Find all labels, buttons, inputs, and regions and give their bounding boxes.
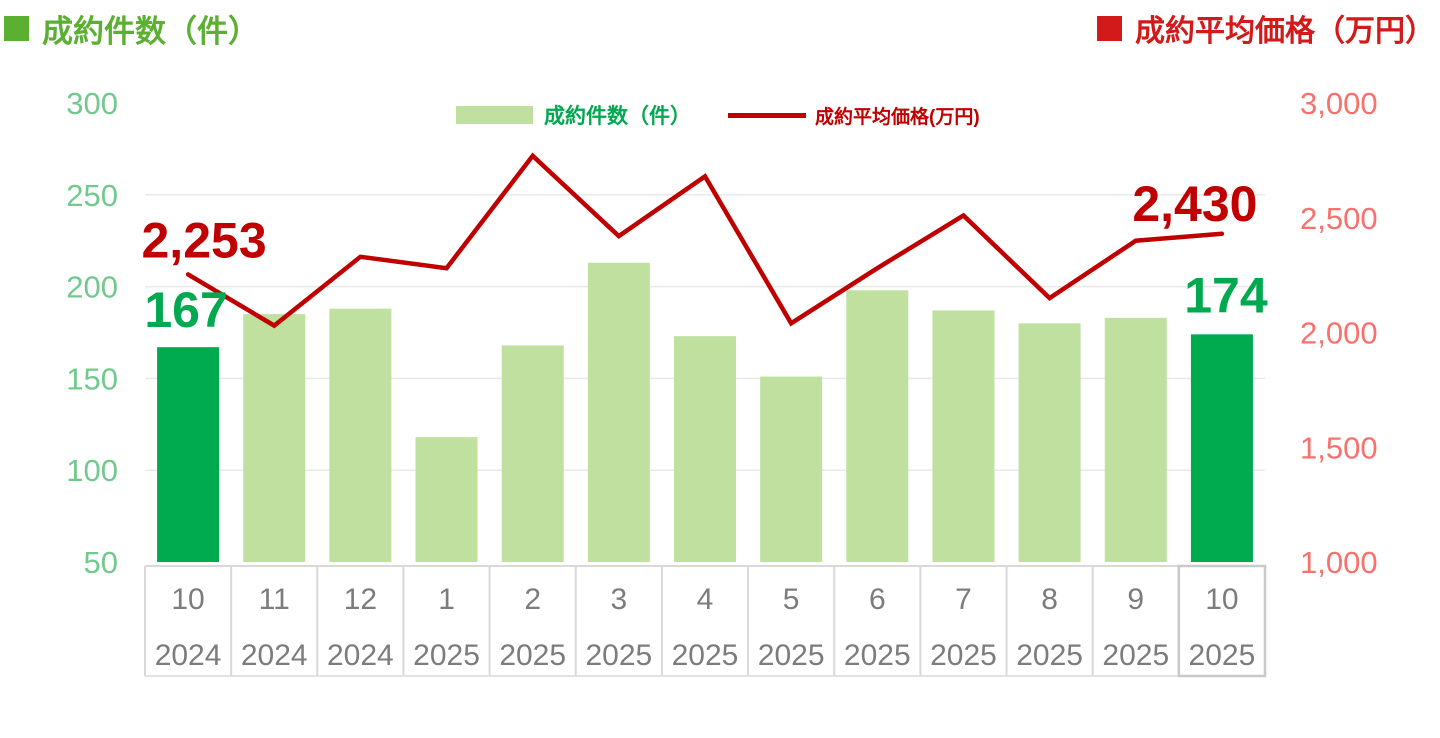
year-cell-label: 2025 <box>844 639 911 672</box>
right-axis-tick-label: 2,000 <box>1300 316 1378 351</box>
bar <box>932 310 995 562</box>
year-cell-label: 2025 <box>585 639 652 672</box>
month-cell-label: 2 <box>524 583 541 616</box>
month-cell-label: 1 <box>438 583 455 616</box>
bar <box>415 437 478 562</box>
bars-axis-title-label: 成約件数（件） <box>42 14 259 49</box>
left-axis-tick-label: 150 <box>66 361 118 396</box>
year-cell-label: 2024 <box>241 639 308 672</box>
legend-bars-label: 成約件数（件） <box>544 105 691 128</box>
bars-title-square-icon <box>4 16 29 41</box>
year-cell-label: 2024 <box>327 639 394 672</box>
right-axis-tick-label: 3,000 <box>1300 86 1378 121</box>
bar <box>157 347 220 562</box>
year-cell-label: 2025 <box>1102 639 1169 672</box>
table-highlight-border <box>1177 564 1267 678</box>
month-cell-label: 7 <box>955 583 972 616</box>
bar <box>846 290 909 562</box>
line-title-square-icon <box>1097 15 1122 41</box>
right-axis-tick-label: 1,500 <box>1300 430 1378 465</box>
year-cell-label: 2025 <box>672 639 739 672</box>
bar <box>501 345 564 562</box>
bar <box>1018 323 1081 562</box>
bar-value-label: 167 <box>144 282 227 338</box>
year-cell-label: 2024 <box>155 639 222 672</box>
bar <box>760 376 823 562</box>
line-axis-title: 成約平均価格（万円） <box>1097 6 1435 50</box>
year-cell-label: 2025 <box>1189 639 1256 672</box>
bar <box>1190 334 1253 562</box>
price-line <box>185 152 1225 329</box>
bar <box>1104 317 1167 562</box>
right-axis-tick-label: 1,000 <box>1300 545 1378 580</box>
month-cell-label: 10 <box>1205 583 1238 616</box>
bar <box>243 314 306 562</box>
month-cell-label: 9 <box>1127 583 1144 616</box>
line-value-label: 2,253 <box>142 212 267 268</box>
year-cell-label: 2025 <box>1016 639 1083 672</box>
bar <box>329 308 392 562</box>
year-cell-label: 2025 <box>758 639 825 672</box>
month-cell-label: 6 <box>869 583 886 616</box>
month-cell-label: 10 <box>171 583 204 616</box>
left-axis-tick-label: 300 <box>66 86 118 121</box>
line-axis-title-label: 成約平均価格（万円） <box>1135 15 1435 48</box>
legend-bar-swatch-icon <box>456 106 533 124</box>
legend-line-swatch-icon <box>728 112 806 118</box>
month-cell-label: 5 <box>783 583 800 616</box>
bar-value-label: 174 <box>1184 267 1268 323</box>
month-cell-label: 12 <box>344 583 377 616</box>
month-cell-label: 3 <box>611 583 628 616</box>
left-axis-tick-label: 100 <box>66 453 118 488</box>
line-value-label: 2,430 <box>1132 176 1257 232</box>
bar <box>674 336 736 562</box>
year-cell-label: 2025 <box>413 639 480 672</box>
bars-axis-title: 成約件数（件） <box>4 6 259 51</box>
left-axis-tick-label: 50 <box>84 545 118 580</box>
legend-line-label: 成約平均価格(万円) <box>815 106 980 128</box>
right-axis-tick-label: 2,500 <box>1300 201 1378 236</box>
left-axis-tick-label: 250 <box>66 178 118 213</box>
year-cell-label: 2025 <box>499 639 566 672</box>
left-axis-tick-label: 200 <box>66 270 118 305</box>
month-cell-label: 4 <box>697 583 714 616</box>
month-cell-label: 11 <box>259 583 290 616</box>
year-cell-label: 2025 <box>930 639 997 672</box>
bar <box>587 262 650 562</box>
month-cell-label: 8 <box>1041 583 1058 616</box>
legend: 成約件数（件） 成約平均価格(万円) <box>456 100 980 130</box>
